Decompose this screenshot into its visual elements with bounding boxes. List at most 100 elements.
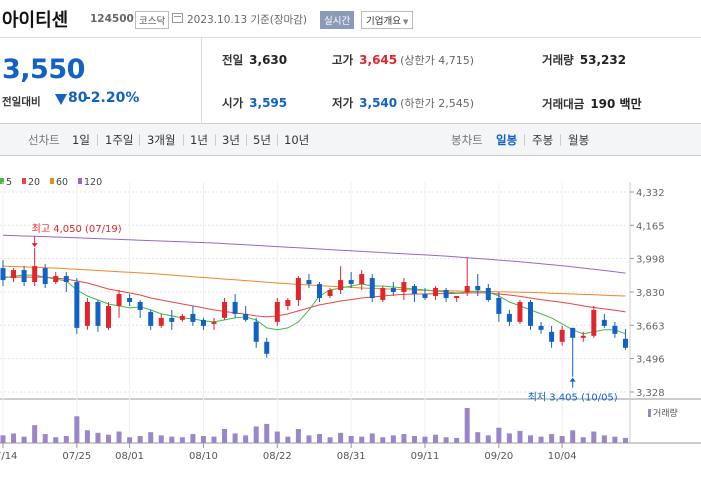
x-tick-label: 07/25 (62, 451, 91, 462)
turnover: 거래대금 190 백만 (542, 95, 642, 112)
tab-1y[interactable]: 1년 (190, 133, 208, 147)
candle-body (116, 293, 122, 306)
candle-body (517, 301, 523, 322)
down-arrow-icon (55, 94, 67, 105)
tab-separator (246, 134, 247, 146)
tab-separator (215, 134, 216, 146)
volume-bar (285, 436, 291, 443)
y-tick-label: 4,165 (636, 221, 665, 232)
stock-name[interactable]: 아이티센 (2, 10, 69, 31)
tab-1w[interactable]: 1주일 (105, 133, 134, 147)
volume-bar (422, 436, 428, 443)
down-arrow-icon (31, 243, 38, 248)
candle-body (148, 311, 154, 326)
legend-label: 5 (6, 177, 12, 188)
low-value: 3,540 (359, 96, 398, 110)
legend-swatch (22, 178, 26, 184)
divider (201, 38, 202, 124)
candle-body (190, 313, 196, 322)
turnover-value: 190 백만 (590, 97, 642, 111)
candle-body (137, 301, 143, 310)
volume-bar (601, 435, 607, 443)
turnover-label: 거래대금 (542, 97, 585, 111)
volume-bar (528, 435, 533, 443)
up-arrow-icon (569, 377, 576, 382)
volume-bar (559, 436, 565, 443)
volume-bar (464, 408, 470, 443)
volume-bar (549, 434, 555, 443)
candle-body (158, 317, 164, 326)
x-tick-label: 08/01 (115, 451, 144, 462)
candle-body (179, 315, 185, 320)
volume-label: 거래량 (542, 53, 574, 67)
volume-bar (222, 429, 228, 443)
tab-1d[interactable]: 1일 (72, 133, 90, 147)
x-tick-label: 09/20 (484, 451, 513, 462)
open-price: 시가 3,595 (222, 95, 287, 111)
change-label: 전일대비 (2, 96, 41, 108)
tab-5y[interactable]: 5년 (253, 133, 271, 147)
legend-swatch (50, 178, 54, 184)
volume-bar (496, 427, 502, 443)
quote-date: 2023.10.13 기준(장마감) (187, 14, 307, 26)
volume-bar (253, 426, 259, 443)
candle-body (327, 290, 333, 296)
quote-summary: 3,550 전일대비 80 -2.20% 전일 3,630 시가 3,595 고가 3… (0, 38, 701, 124)
candle-body (443, 290, 449, 298)
candle-body (11, 270, 17, 279)
candle-body (411, 286, 417, 294)
candle-body (549, 331, 555, 342)
volume-bar (137, 436, 143, 443)
y-tick-label: 3,328 (636, 388, 665, 399)
legend-label: 20 (28, 177, 40, 188)
volume-bar (390, 435, 396, 443)
candle-body (32, 266, 38, 283)
candle-body (433, 288, 439, 296)
volume-bar (53, 437, 59, 443)
candle-body (232, 301, 238, 314)
x-tick-label: 09/11 (411, 451, 440, 462)
candle-body (580, 335, 586, 338)
volume-bar (0, 435, 6, 443)
volume-bar (338, 432, 344, 443)
legend-swatch (78, 178, 82, 184)
company-info-label: 기업개요 (366, 16, 401, 27)
ma-line-ma120 (2, 234, 626, 274)
open-value: 3,595 (249, 96, 288, 110)
tab-weekly[interactable]: 주봉 (532, 133, 554, 147)
candle-body (591, 309, 597, 336)
tab-monthly[interactable]: 월봉 (568, 133, 590, 147)
company-info-dropdown[interactable]: 기업개요 ▼ (361, 11, 414, 29)
tab-separator (139, 134, 140, 146)
low-label: 저가 (332, 96, 354, 110)
volume-bar (411, 436, 417, 443)
volume-bar (179, 437, 185, 443)
candlestick-chart[interactable]: 4,332 4,165 3,998 3,830 3,663 3,496 3,328 5 20 60… (0, 156, 701, 481)
volume-bar (475, 432, 481, 443)
x-tick-label: 08/31 (337, 451, 366, 462)
candle-body (63, 276, 69, 283)
volume-bar (454, 437, 460, 443)
candle-body (295, 278, 301, 300)
candle-body (475, 286, 481, 291)
tab-3m[interactable]: 3개월 (147, 133, 176, 147)
volume-bar (116, 431, 122, 443)
candle-body (454, 295, 460, 298)
volume-bar (612, 436, 618, 443)
ma-line-ma20 (3, 276, 626, 318)
tab-daily[interactable]: 일봉 (496, 133, 518, 147)
candle-body (612, 325, 618, 334)
y-tick-label: 3,663 (636, 321, 665, 332)
realtime-button[interactable]: 실시간 (320, 11, 355, 29)
candle-body (106, 305, 111, 328)
candle-body (538, 325, 544, 330)
volume-bar (21, 436, 27, 443)
current-price: 3,550 (2, 54, 85, 85)
tab-10y[interactable]: 10년 (284, 133, 310, 147)
candle-body (243, 313, 249, 320)
candle-body (74, 282, 80, 328)
tab-3y[interactable]: 3년 (222, 133, 240, 147)
x-tick-label: 08/22 (263, 451, 292, 462)
tab-separator (560, 134, 561, 146)
candle-body (264, 341, 270, 354)
